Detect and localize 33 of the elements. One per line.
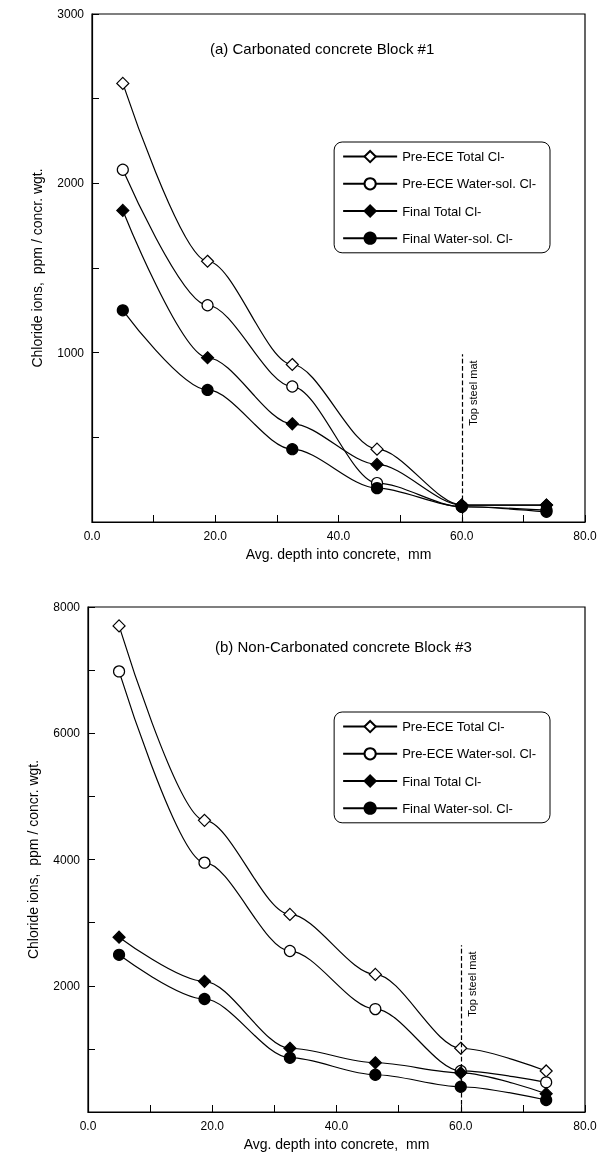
x-tick-label: 40.0: [326, 529, 351, 543]
y-tick-label: 6000: [53, 726, 81, 741]
x-tick-label: 40.0: [324, 1119, 349, 1133]
x-tick-label: 0.0: [83, 529, 101, 543]
x-tick-label: 60.0: [449, 1119, 473, 1133]
x-tick-label: 60.0: [450, 529, 474, 543]
x-tick-label: 20.0: [200, 1119, 225, 1133]
x-axis-title: Avg. depth into concrete, mm: [245, 545, 432, 562]
legend-label: Pre-ECE Total Cl-: [402, 149, 505, 165]
y-tick-label: 2000: [53, 978, 81, 993]
ref-line-label: Top steel mat: [466, 951, 479, 1017]
legend-label: Final Total Cl-: [402, 203, 482, 219]
x-tick-label: 80.0: [573, 1119, 597, 1133]
x-tick-label: 80.0: [573, 529, 597, 543]
x-axis-title: Avg. depth into concrete, mm: [243, 1135, 430, 1152]
legend-label: Pre-ECE Water-sol. Cl-: [402, 746, 537, 762]
y-tick-label: 1000: [57, 345, 85, 360]
legend-label: Final Water-sol. Cl-: [402, 800, 513, 816]
y-tick-label: 8000: [53, 600, 81, 614]
y-axis-title: Chloride ions, ppm / concr. wgt.: [25, 759, 41, 960]
y-axis-title: Chloride ions, ppm / concr. wgt.: [29, 168, 45, 368]
legend-label: Final Total Cl-: [402, 773, 482, 789]
text: (a) Carbonated concrete Block #1: [210, 40, 435, 57]
legend-label: Pre-ECE Total Cl-: [402, 719, 505, 735]
y-tick-label: 4000: [53, 852, 81, 867]
ref-line-label: Top steel mat: [467, 360, 480, 426]
y-tick-label: 2000: [57, 176, 85, 191]
legend-label: Pre-ECE Water-sol. Cl-: [402, 176, 537, 192]
x-tick-label: 20.0: [203, 529, 228, 543]
y-tick-label: 3000: [57, 7, 85, 21]
x-tick-label: 0.0: [79, 1119, 97, 1133]
legend-label: Final Water-sol. Cl-: [402, 230, 513, 246]
text: (b) Non-Carbonated concrete Block #3: [215, 638, 472, 655]
